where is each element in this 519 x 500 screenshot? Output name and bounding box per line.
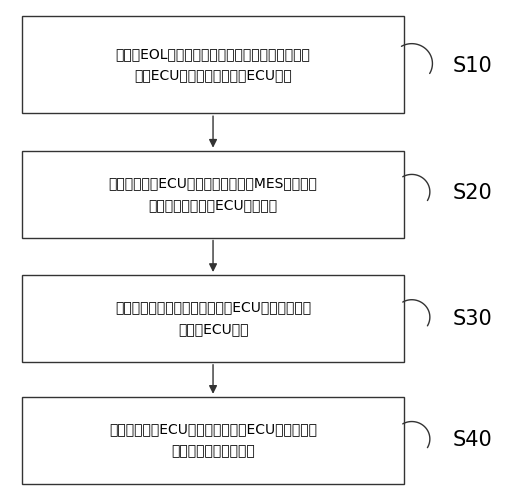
Text: 响应于EOL下线检测指令，从当前待检测电子控制
单元ECU模块中读取出第一ECU信息: 响应于EOL下线检测指令，从当前待检测电子控制 单元ECU模块中读取出第一ECU… (116, 47, 310, 82)
Text: S10: S10 (453, 56, 493, 76)
Bar (22, 396, 404, 484)
Text: 对比所述第一ECU信息与所述第二ECU信息，得到
信息比对信息校验结果: 对比所述第一ECU信息与所述第二ECU信息，得到 信息比对信息校验结果 (109, 422, 317, 458)
Text: S40: S40 (453, 430, 493, 450)
Text: 通过图像识别技术识别所述目标ECU图像文件，得
到第二ECU信息: 通过图像识别技术识别所述目标ECU图像文件，得 到第二ECU信息 (115, 300, 311, 336)
Bar (22, 16, 404, 114)
Text: S30: S30 (453, 308, 493, 328)
Bar (22, 150, 404, 238)
Text: 根据所述第一ECU信息调用制造执行MES系统的预
设接口，得到目标ECU图像文件: 根据所述第一ECU信息调用制造执行MES系统的预 设接口，得到目标ECU图像文件 (108, 176, 318, 212)
Bar (22, 275, 404, 362)
Text: S20: S20 (453, 183, 493, 203)
